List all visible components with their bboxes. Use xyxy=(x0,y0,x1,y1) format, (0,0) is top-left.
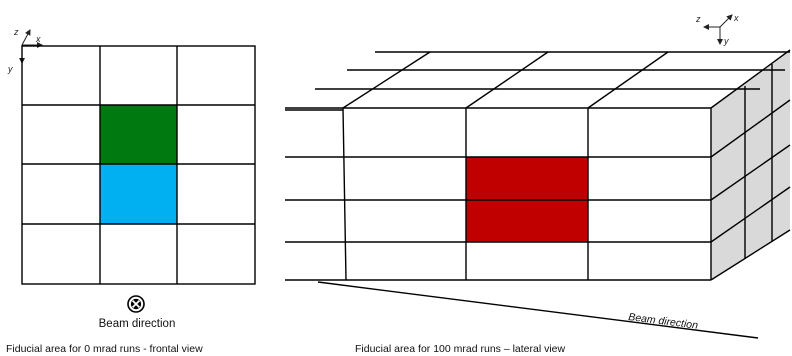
frontal-cell-upper-highlight xyxy=(100,105,177,164)
lateral-axis-y: y xyxy=(723,36,729,46)
beam-into-page-icon xyxy=(127,295,145,313)
lateral-caption: Fiducial area for 100 mrad runs – latera… xyxy=(355,343,566,355)
lateral-axis-x: x xyxy=(733,13,739,23)
lateral-axis-z: z xyxy=(695,14,701,24)
lateral-beam-line xyxy=(317,281,759,339)
lateral-grid xyxy=(285,49,791,281)
lateral-beam-label: Beam direction xyxy=(628,311,699,332)
frontal-axis-x: x xyxy=(35,34,41,44)
frontal-caption: Fiducial area for 0 mrad runs - frontal … xyxy=(6,343,203,355)
frontal-beam-label: Beam direction xyxy=(99,318,176,330)
frontal-axes: z x y xyxy=(7,27,43,74)
lateral-axes: z x y xyxy=(695,13,739,46)
lateral-view: z x y xyxy=(285,13,791,355)
frontal-axis-y: y xyxy=(7,64,13,74)
frontal-view: z x y Beam direction Fiducial area for 0… xyxy=(6,27,256,355)
frontal-grid xyxy=(21,45,256,285)
lateral-side-face xyxy=(711,50,790,280)
frontal-axis-z: z xyxy=(13,27,19,37)
frontal-cell-lower-highlight xyxy=(100,164,177,224)
